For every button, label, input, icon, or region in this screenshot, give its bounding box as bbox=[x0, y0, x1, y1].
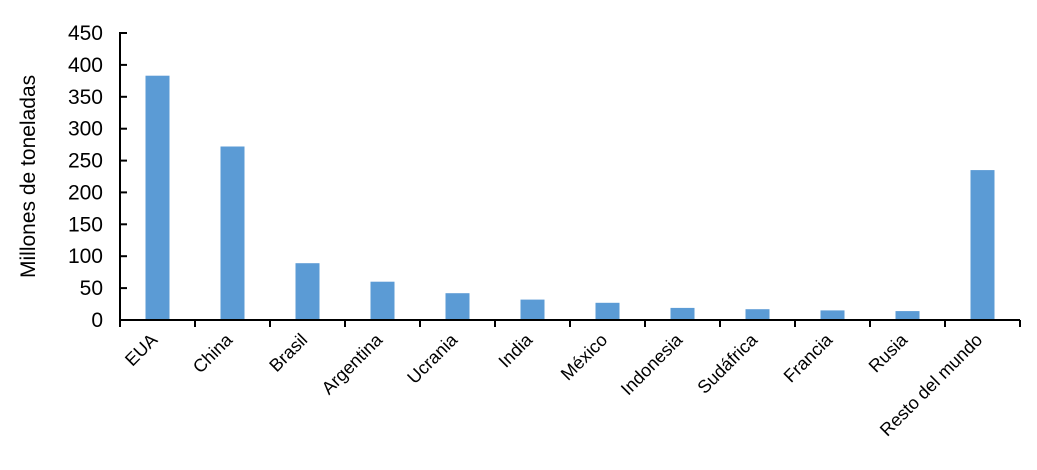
y-tick-label: 150 bbox=[68, 213, 103, 236]
x-category-label-ucrania: Ucrania bbox=[403, 329, 462, 388]
bar-francia bbox=[820, 310, 845, 320]
bar-méxico bbox=[595, 302, 620, 320]
bar-resto-del-mundo bbox=[970, 170, 995, 320]
x-category-label-rusia: Rusia bbox=[865, 329, 912, 376]
y-axis-title: Millones de toneladas bbox=[17, 74, 40, 279]
y-tick-label: 50 bbox=[80, 277, 103, 300]
x-category-label-india: India bbox=[495, 329, 537, 371]
x-category-label-brasil: Brasil bbox=[265, 330, 311, 376]
x-category-label-sudáfrica: Sudáfrica bbox=[693, 329, 762, 398]
bar-brasil bbox=[295, 263, 320, 320]
y-tick-label: 0 bbox=[91, 309, 103, 332]
x-category-label-eua: EUA bbox=[121, 330, 161, 370]
bar-eua bbox=[145, 75, 170, 320]
y-tick-label: 400 bbox=[68, 54, 103, 77]
y-tick-label: 250 bbox=[68, 150, 103, 173]
bar-argentina bbox=[370, 281, 395, 320]
bar-india bbox=[520, 299, 545, 320]
bar-rusia bbox=[895, 311, 920, 320]
bar-ucrania bbox=[445, 293, 470, 320]
y-tick-label: 200 bbox=[68, 181, 103, 204]
x-category-label-francia: Francia bbox=[780, 329, 837, 386]
bar-sudáfrica bbox=[745, 309, 770, 320]
y-tick-label: 450 bbox=[68, 22, 103, 45]
x-category-label-china: China bbox=[189, 329, 237, 377]
y-tick-label: 100 bbox=[68, 245, 103, 268]
x-category-label-indonesia: Indonesia bbox=[617, 329, 687, 399]
bar-china bbox=[220, 146, 245, 320]
x-category-label-méxico: México bbox=[557, 330, 611, 384]
y-tick-label: 350 bbox=[68, 86, 103, 109]
x-category-label-argentina: Argentina bbox=[318, 329, 387, 398]
y-tick-label: 300 bbox=[68, 118, 103, 141]
bar-indonesia bbox=[670, 307, 695, 320]
